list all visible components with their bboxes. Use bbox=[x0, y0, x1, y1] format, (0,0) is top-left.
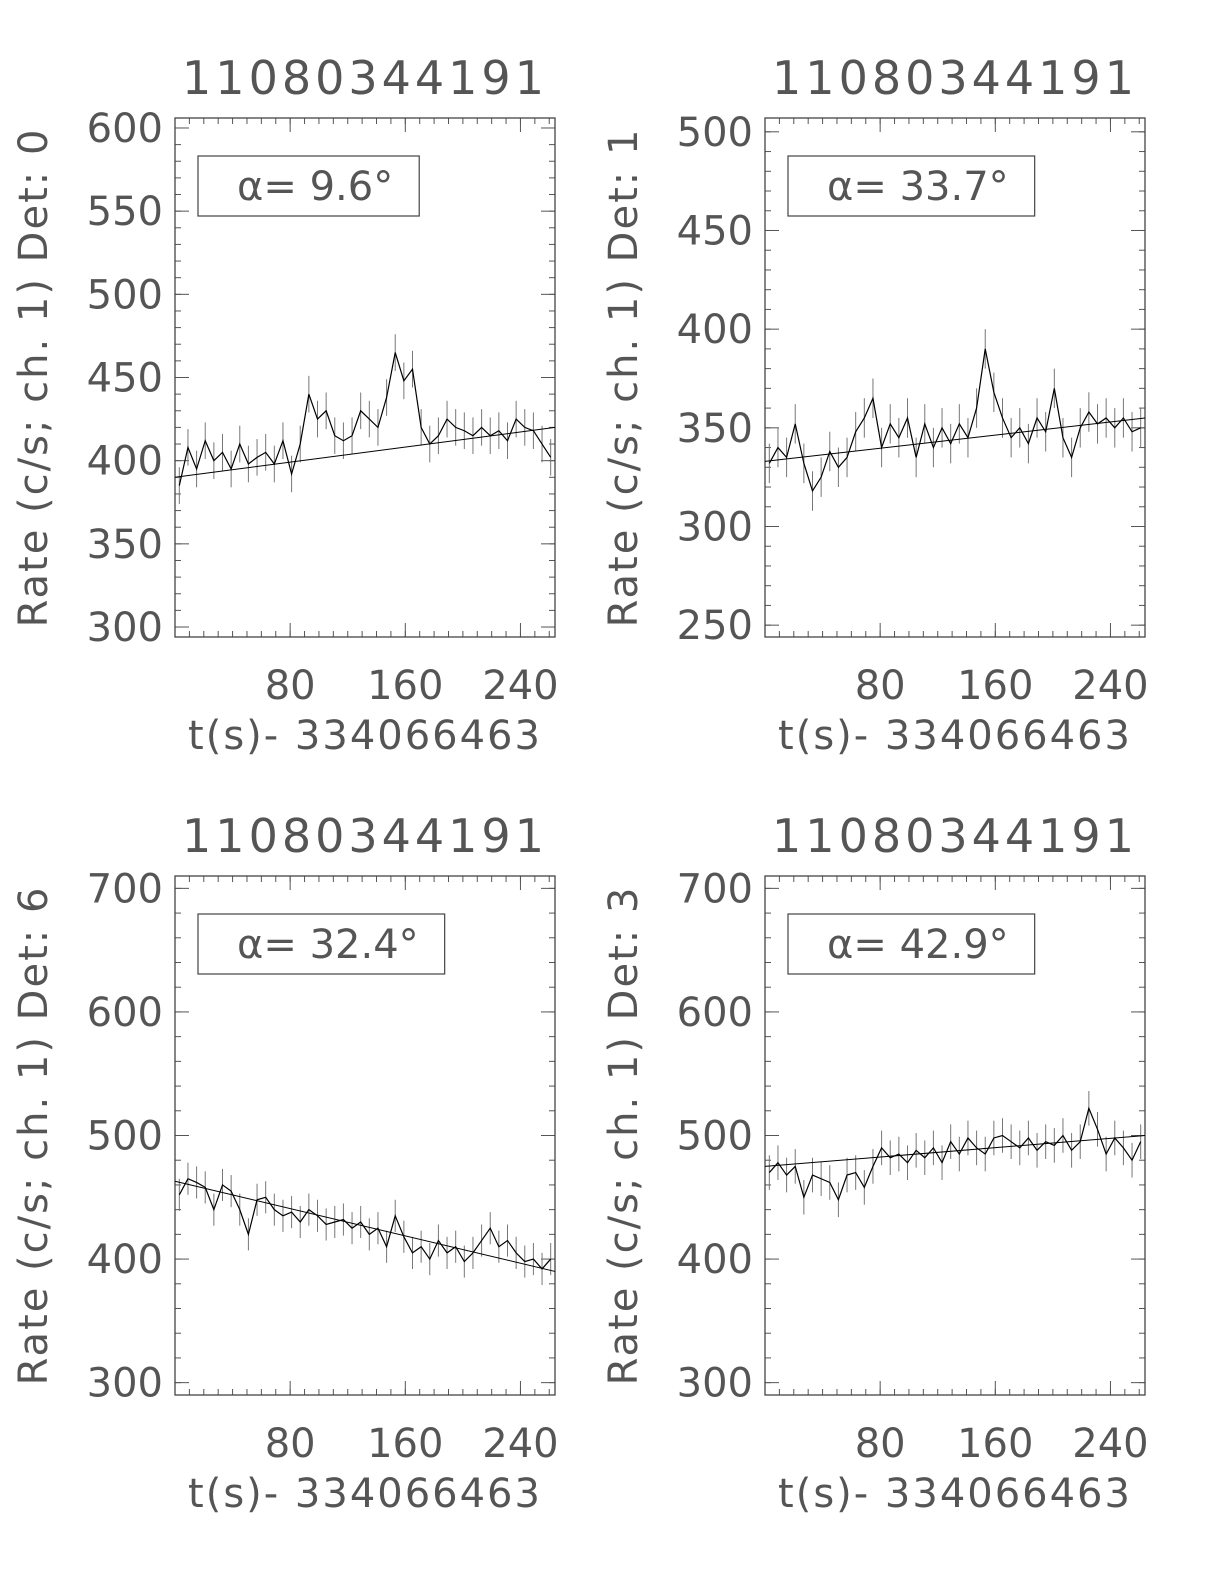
x-tick-label: 240 bbox=[1072, 663, 1148, 709]
panel: 11080344191 Rate (c/s; ch. 1) Det: 1 t(s)-… bbox=[601, 51, 1149, 759]
y-tick-label: 550 bbox=[87, 189, 163, 235]
rate-line bbox=[178, 352, 552, 486]
x-axis-label: t(s)- 334066463 bbox=[778, 713, 1132, 759]
y-tick-label: 450 bbox=[677, 208, 753, 254]
x-tick-label: 80 bbox=[265, 1421, 316, 1467]
annotation-box bbox=[787, 155, 1036, 217]
y-tick-label: 350 bbox=[677, 406, 753, 452]
y-tick-label: 300 bbox=[677, 1361, 753, 1407]
y-tick-label: 400 bbox=[87, 439, 163, 485]
y-tick-label: 600 bbox=[87, 106, 163, 152]
annotation-box bbox=[787, 913, 1036, 975]
plot-frame bbox=[764, 117, 1146, 638]
y-tick-label: 300 bbox=[677, 504, 753, 550]
panel-title: 11080344191 bbox=[182, 51, 548, 105]
y-tick-label: 300 bbox=[87, 605, 163, 651]
y-tick-label: 600 bbox=[87, 990, 163, 1036]
x-tick-label: 240 bbox=[1072, 1421, 1148, 1467]
fit-line bbox=[174, 1180, 556, 1272]
panel-title: 11080344191 bbox=[182, 809, 548, 863]
y-axis-label: Rate (c/s; ch. 1) Det: 1 bbox=[601, 128, 647, 628]
plot-frame bbox=[174, 117, 556, 638]
y-tick-label: 400 bbox=[677, 307, 753, 353]
y-tick-label: 400 bbox=[87, 1237, 163, 1283]
panel-title: 11080344191 bbox=[772, 51, 1138, 105]
x-tick-label: 160 bbox=[957, 1421, 1033, 1467]
y-tick-label: 500 bbox=[677, 110, 753, 156]
x-axis-label: t(s)- 334066463 bbox=[188, 1471, 542, 1517]
fit-line bbox=[764, 417, 1146, 462]
y-tick-label: 500 bbox=[87, 272, 163, 318]
x-tick-label: 80 bbox=[265, 663, 316, 709]
plot-frame bbox=[174, 875, 556, 1396]
fit-line bbox=[764, 1135, 1146, 1167]
panel: 11080344191 Rate (c/s; ch. 1) Det: 3 t(s)-… bbox=[601, 809, 1149, 1517]
y-tick-label: 450 bbox=[87, 356, 163, 402]
annotation: α= 9.6° bbox=[237, 164, 393, 210]
annotation-box bbox=[197, 913, 446, 975]
x-axis-label: t(s)- 334066463 bbox=[778, 1471, 1132, 1517]
y-tick-label: 300 bbox=[87, 1361, 163, 1407]
y-tick-label: 700 bbox=[87, 866, 163, 912]
panel: 11080344191 Rate (c/s; ch. 1) Det: 6 t(s)-… bbox=[11, 809, 559, 1517]
annotation-box bbox=[197, 155, 420, 217]
annotation: α= 33.7° bbox=[827, 164, 1009, 210]
x-tick-label: 160 bbox=[367, 663, 443, 709]
y-tick-label: 500 bbox=[87, 1114, 163, 1160]
rate-line bbox=[768, 348, 1141, 493]
x-tick-label: 80 bbox=[855, 1421, 906, 1467]
x-tick-label: 160 bbox=[957, 663, 1033, 709]
y-tick-label: 700 bbox=[677, 866, 753, 912]
y-axis-label: Rate (c/s; ch. 1) Det: 6 bbox=[11, 886, 57, 1386]
annotation: α= 32.4° bbox=[237, 922, 419, 968]
y-tick-label: 350 bbox=[87, 522, 163, 568]
x-axis-label: t(s)- 334066463 bbox=[188, 713, 542, 759]
panel-title: 11080344191 bbox=[772, 809, 1138, 863]
x-tick-label: 160 bbox=[367, 1421, 443, 1467]
y-tick-label: 600 bbox=[677, 990, 753, 1036]
y-tick-label: 400 bbox=[677, 1237, 753, 1283]
y-axis-label: Rate (c/s; ch. 1) Det: 0 bbox=[11, 128, 57, 628]
panel: 11080344191 Rate (c/s; ch. 1) Det: 0 t(s)-… bbox=[11, 51, 559, 759]
rate-line bbox=[178, 1177, 552, 1270]
x-tick-label: 240 bbox=[482, 663, 558, 709]
annotation: α= 42.9° bbox=[827, 922, 1009, 968]
fit-line bbox=[174, 426, 556, 478]
x-tick-label: 240 bbox=[482, 1421, 558, 1467]
y-tick-label: 500 bbox=[677, 1114, 753, 1160]
rate-line bbox=[768, 1106, 1142, 1202]
x-tick-label: 80 bbox=[855, 663, 906, 709]
y-tick-label: 250 bbox=[677, 603, 753, 649]
y-axis-label: Rate (c/s; ch. 1) Det: 3 bbox=[601, 886, 647, 1386]
